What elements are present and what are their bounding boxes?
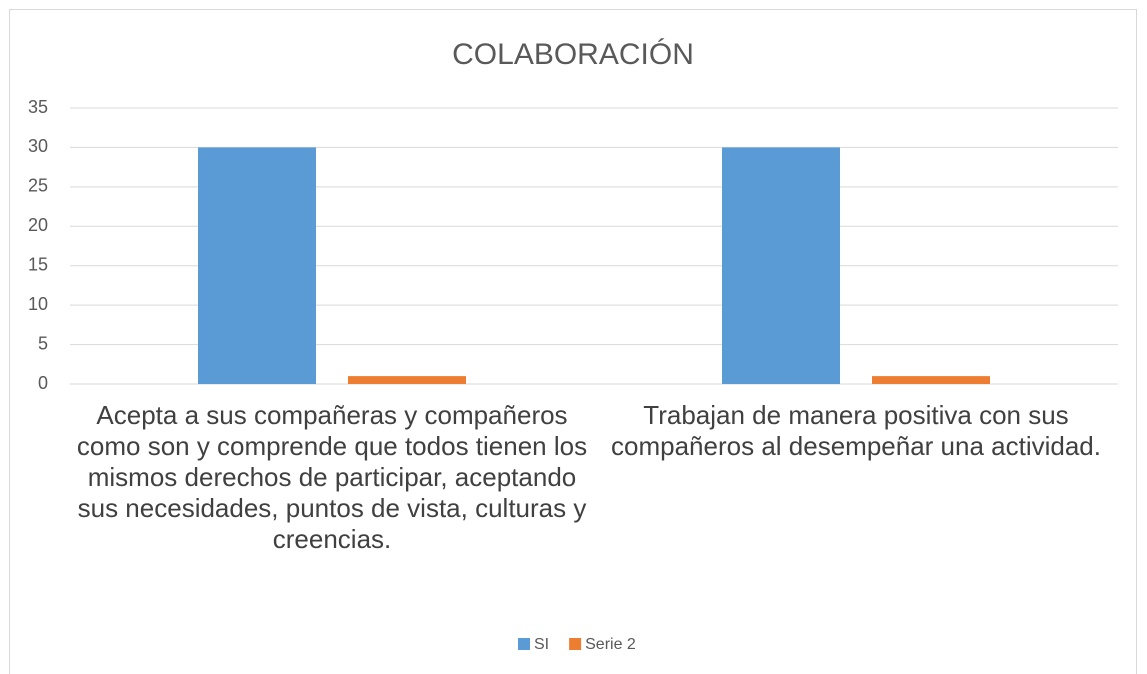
- bar: [348, 376, 466, 384]
- y-tick-label: 35: [28, 97, 48, 117]
- y-tick-label: 0: [38, 373, 48, 393]
- y-tick-label: 15: [28, 254, 48, 274]
- x-tick-label: Acepta a sus compañeras y compañeros com…: [76, 400, 588, 554]
- bar: [722, 147, 840, 384]
- legend-label: Serie 2: [585, 636, 636, 653]
- legend-swatch: [569, 638, 582, 650]
- y-tick-label: 30: [28, 136, 48, 156]
- y-tick-label: 5: [38, 333, 48, 353]
- bar: [198, 147, 316, 384]
- y-tick-label: 25: [28, 176, 48, 196]
- chart-title: COLABORACIÓN: [452, 38, 694, 71]
- bar: [872, 376, 990, 384]
- chart-border: [9, 9, 1137, 674]
- y-tick-label: 20: [28, 215, 48, 235]
- legend-label: SI: [534, 636, 549, 653]
- x-tick-label: Trabajan de manera positiva con sus comp…: [611, 400, 1101, 461]
- legend-swatch: [518, 638, 530, 650]
- y-tick-label: 10: [28, 294, 48, 314]
